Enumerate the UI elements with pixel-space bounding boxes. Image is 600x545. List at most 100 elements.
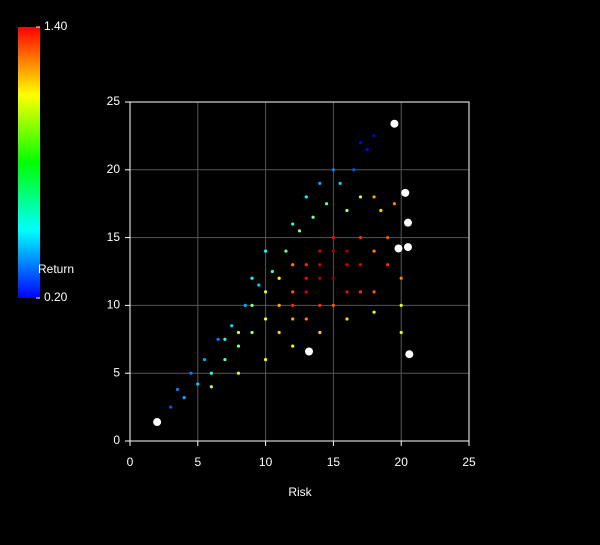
point <box>338 181 342 185</box>
point <box>304 317 308 321</box>
x-tick-label: 10 <box>259 455 273 469</box>
point <box>318 181 322 185</box>
point <box>358 290 363 294</box>
point <box>379 208 383 213</box>
point <box>216 337 220 341</box>
point <box>270 269 274 274</box>
highlight-point <box>394 244 403 253</box>
highlight-point <box>153 418 162 427</box>
point <box>399 276 403 280</box>
point <box>386 263 390 267</box>
point <box>304 290 308 294</box>
point <box>345 263 349 267</box>
point <box>345 249 349 253</box>
point <box>264 358 268 362</box>
point <box>223 358 227 362</box>
point <box>189 371 193 375</box>
point <box>209 371 213 375</box>
x-tick-label: 15 <box>327 455 341 469</box>
point <box>345 208 349 213</box>
point <box>372 134 376 138</box>
point <box>202 358 207 362</box>
point <box>291 222 295 226</box>
point <box>372 249 376 253</box>
point <box>392 202 397 206</box>
point <box>277 303 281 307</box>
point <box>358 141 363 145</box>
point <box>277 276 281 280</box>
y-tick-label: 5 <box>113 365 120 379</box>
point <box>250 303 254 307</box>
point <box>250 330 254 335</box>
point <box>372 290 376 294</box>
point <box>331 236 335 240</box>
point <box>352 168 356 172</box>
point <box>325 202 329 206</box>
point <box>331 276 335 280</box>
point <box>304 195 308 199</box>
point <box>297 229 302 233</box>
colorbar-label: Return <box>38 262 74 276</box>
point <box>243 303 247 307</box>
point <box>236 371 241 375</box>
point <box>331 168 335 172</box>
y-tick-label: 10 <box>107 298 121 312</box>
point <box>399 303 403 307</box>
point <box>358 195 363 199</box>
point <box>399 330 403 335</box>
x-tick-label: 25 <box>462 455 476 469</box>
point <box>318 276 322 280</box>
x-axis-title: Risk <box>288 485 312 499</box>
point <box>318 263 322 267</box>
point <box>331 249 335 253</box>
axes-frame <box>129 101 470 442</box>
point <box>365 147 369 152</box>
point <box>209 385 213 389</box>
point <box>291 303 295 307</box>
highlight-point <box>403 243 412 252</box>
point <box>291 290 295 294</box>
point <box>311 215 315 219</box>
colorbar-tick-label: 0.20 <box>44 290 68 304</box>
point <box>318 330 322 335</box>
point <box>230 324 234 328</box>
colorbar-tick-label: 1.40 <box>44 19 68 33</box>
point <box>318 303 322 307</box>
highlight-point <box>403 218 412 227</box>
point <box>345 290 349 294</box>
point <box>250 276 254 280</box>
highlight-point <box>304 347 313 356</box>
point <box>291 344 295 348</box>
highlight-point <box>405 350 414 359</box>
point <box>318 249 322 253</box>
x-tick-label: 5 <box>194 455 201 469</box>
point <box>291 317 295 321</box>
point <box>304 276 308 280</box>
point <box>372 195 376 199</box>
point <box>331 303 335 307</box>
point <box>304 263 308 267</box>
point <box>284 249 288 253</box>
point <box>257 283 261 287</box>
point <box>223 337 227 341</box>
y-tick-label: 0 <box>113 433 120 447</box>
point <box>345 317 349 321</box>
point <box>264 249 268 253</box>
plot-area <box>153 119 414 427</box>
point <box>264 317 268 321</box>
point <box>386 236 390 240</box>
point <box>291 263 295 267</box>
point <box>196 382 200 386</box>
point <box>236 330 241 335</box>
y-tick-label: 20 <box>107 162 121 176</box>
highlight-point <box>390 119 399 128</box>
point <box>175 387 180 392</box>
colorbar <box>18 27 40 298</box>
point <box>358 263 363 267</box>
point <box>182 396 186 400</box>
x-tick-label: 0 <box>127 455 134 469</box>
point <box>169 405 173 409</box>
point <box>358 236 363 240</box>
point <box>264 290 268 294</box>
